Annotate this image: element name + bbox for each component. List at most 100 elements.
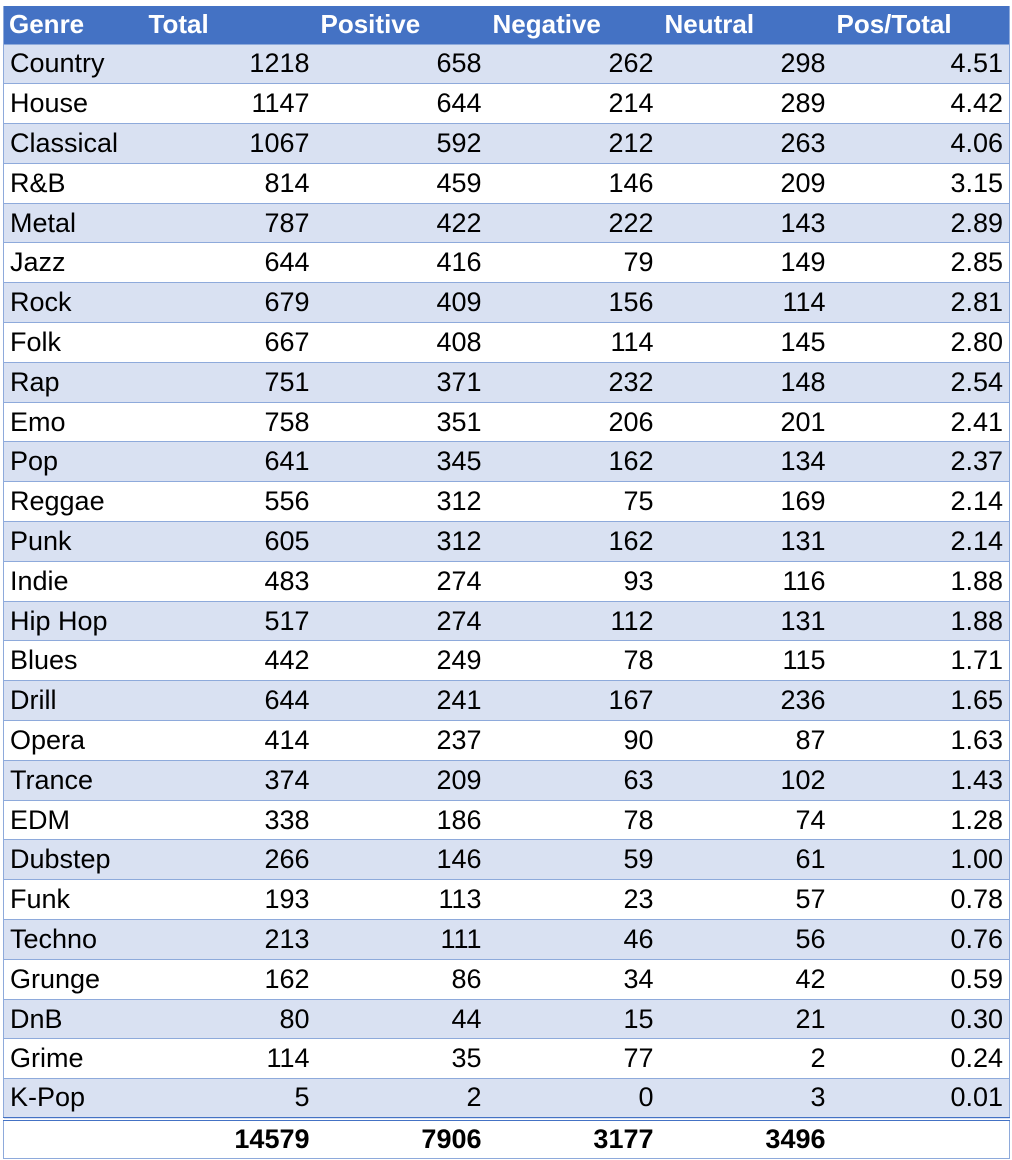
cell-negative[interactable]: 214 [487,83,660,125]
cell-total[interactable]: 1067 [143,123,316,164]
cell-pos-total[interactable]: 2.89 [831,202,1010,244]
cell-total[interactable]: 644 [143,680,316,722]
cell-total[interactable]: 442 [143,640,316,682]
cell-total[interactable]: 814 [143,162,316,204]
totals-cell-total[interactable]: 14579 [143,1116,316,1160]
cell-neutral[interactable]: 74 [659,799,832,841]
cell-pos-total[interactable]: 1.71 [831,640,1010,682]
cell-neutral[interactable]: 87 [659,720,832,761]
cell-pos-total[interactable]: 0.01 [831,1078,1010,1120]
cell-genre[interactable]: Rock [3,282,144,324]
cell-positive[interactable]: 312 [315,481,488,523]
cell-pos-total[interactable]: 1.65 [831,680,1010,722]
totals-cell-neutral[interactable]: 3496 [659,1116,832,1160]
header-genre[interactable]: Genre [3,6,144,44]
cell-pos-total[interactable]: 1.00 [831,839,1010,881]
cell-genre[interactable]: Reggae [3,481,144,523]
cell-positive[interactable]: 209 [315,759,488,801]
cell-genre[interactable]: Blues [3,640,144,682]
cell-neutral[interactable]: 42 [659,958,832,1000]
cell-neutral[interactable]: 169 [659,481,832,523]
cell-neutral[interactable]: 201 [659,401,832,443]
cell-positive[interactable]: 274 [315,600,488,642]
cell-neutral[interactable]: 114 [659,282,832,324]
cell-negative[interactable]: 156 [487,282,660,324]
cell-positive[interactable]: 186 [315,799,488,841]
cell-genre[interactable]: Funk [3,879,144,921]
cell-neutral[interactable]: 145 [659,322,832,363]
cell-pos-total[interactable]: 2.37 [831,441,1010,483]
cell-negative[interactable]: 114 [487,322,660,363]
cell-negative[interactable]: 90 [487,720,660,761]
cell-neutral[interactable]: 2 [659,1038,832,1080]
cell-genre[interactable]: Country [3,43,144,85]
cell-negative[interactable]: 0 [487,1078,660,1120]
cell-negative[interactable]: 78 [487,799,660,841]
cell-neutral[interactable]: 21 [659,998,832,1040]
cell-genre[interactable]: Opera [3,720,144,761]
cell-positive[interactable]: 241 [315,680,488,722]
cell-genre[interactable]: Rap [3,361,144,403]
cell-total[interactable]: 787 [143,202,316,244]
cell-genre[interactable]: Folk [3,322,144,363]
cell-genre[interactable]: Drill [3,680,144,722]
cell-positive[interactable]: 658 [315,43,488,85]
cell-positive[interactable]: 113 [315,879,488,921]
cell-total[interactable]: 114 [143,1038,316,1080]
cell-negative[interactable]: 34 [487,958,660,1000]
cell-pos-total[interactable]: 0.78 [831,879,1010,921]
cell-genre[interactable]: Hip Hop [3,600,144,642]
cell-positive[interactable]: 274 [315,560,488,602]
cell-total[interactable]: 338 [143,799,316,841]
cell-negative[interactable]: 206 [487,401,660,443]
cell-negative[interactable]: 112 [487,600,660,642]
cell-pos-total[interactable]: 1.43 [831,759,1010,801]
cell-pos-total[interactable]: 2.54 [831,361,1010,403]
cell-neutral[interactable]: 134 [659,441,832,483]
cell-positive[interactable]: 312 [315,521,488,562]
cell-neutral[interactable]: 102 [659,759,832,801]
cell-pos-total[interactable]: 2.85 [831,242,1010,284]
cell-genre[interactable]: Trance [3,759,144,801]
cell-negative[interactable]: 75 [487,481,660,523]
cell-total[interactable]: 483 [143,560,316,602]
cell-genre[interactable]: DnB [3,998,144,1040]
cell-negative[interactable]: 146 [487,162,660,204]
cell-negative[interactable]: 59 [487,839,660,881]
cell-genre[interactable]: Grunge [3,958,144,1000]
cell-total[interactable]: 162 [143,958,316,1000]
cell-genre[interactable]: R&B [3,162,144,204]
cell-total[interactable]: 80 [143,998,316,1040]
cell-genre[interactable]: Dubstep [3,839,144,881]
cell-pos-total[interactable]: 1.88 [831,600,1010,642]
cell-pos-total[interactable]: 4.06 [831,123,1010,164]
cell-pos-total[interactable]: 2.14 [831,481,1010,523]
cell-neutral[interactable]: 131 [659,600,832,642]
cell-positive[interactable]: 111 [315,919,488,960]
cell-negative[interactable]: 162 [487,441,660,483]
cell-positive[interactable]: 146 [315,839,488,881]
cell-pos-total[interactable]: 0.24 [831,1038,1010,1080]
cell-positive[interactable]: 351 [315,401,488,443]
cell-genre[interactable]: House [3,83,144,125]
cell-positive[interactable]: 409 [315,282,488,324]
cell-total[interactable]: 644 [143,242,316,284]
totals-cell-pos-total[interactable] [831,1116,1010,1160]
cell-total[interactable]: 556 [143,481,316,523]
cell-negative[interactable]: 79 [487,242,660,284]
cell-pos-total[interactable]: 2.81 [831,282,1010,324]
cell-genre[interactable]: Indie [3,560,144,602]
cell-positive[interactable]: 2 [315,1078,488,1120]
cell-neutral[interactable]: 263 [659,123,832,164]
cell-pos-total[interactable]: 0.59 [831,958,1010,1000]
cell-pos-total[interactable]: 3.15 [831,162,1010,204]
cell-positive[interactable]: 459 [315,162,488,204]
cell-total[interactable]: 414 [143,720,316,761]
cell-pos-total[interactable]: 4.51 [831,43,1010,85]
cell-neutral[interactable]: 3 [659,1078,832,1120]
cell-pos-total[interactable]: 2.80 [831,322,1010,363]
totals-cell-genre[interactable] [3,1116,144,1160]
cell-positive[interactable]: 422 [315,202,488,244]
cell-positive[interactable]: 44 [315,998,488,1040]
cell-neutral[interactable]: 131 [659,521,832,562]
